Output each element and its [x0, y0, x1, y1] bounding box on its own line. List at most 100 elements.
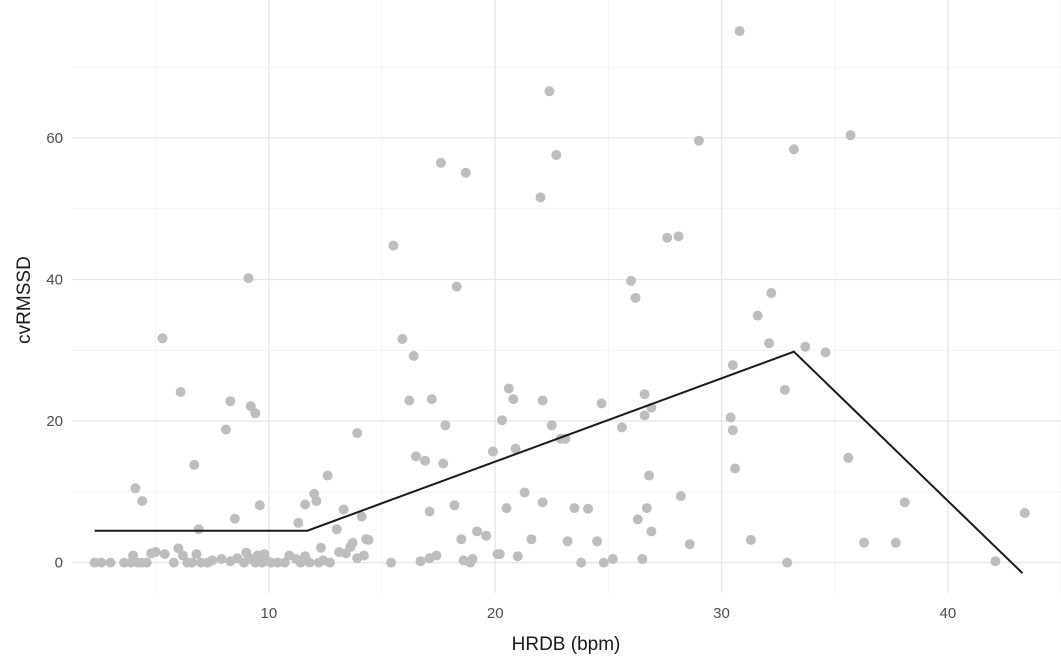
- data-point: [157, 333, 168, 344]
- data-point: [245, 401, 256, 412]
- data-point: [641, 503, 652, 514]
- y-tick-label: 60: [46, 130, 63, 147]
- data-point: [684, 539, 695, 550]
- y-tick-label: 40: [46, 272, 63, 289]
- data-point: [779, 384, 790, 395]
- data-point: [510, 443, 521, 454]
- data-point: [347, 537, 358, 548]
- data-point: [766, 288, 777, 298]
- y-axis-title: cvRMSSD: [14, 256, 35, 344]
- minor-gridlines: [72, 0, 1061, 593]
- data-point: [596, 398, 607, 409]
- data-point: [639, 389, 650, 400]
- data-point: [168, 557, 179, 568]
- data-point: [562, 536, 573, 547]
- data-point: [358, 550, 369, 561]
- data-point: [497, 415, 507, 426]
- data-point: [207, 555, 218, 566]
- data-point: [440, 420, 451, 431]
- data-point: [730, 463, 741, 474]
- data-point: [569, 503, 580, 514]
- data-point: [630, 292, 641, 303]
- data-point: [899, 497, 910, 508]
- data-point: [501, 503, 512, 514]
- data-point: [639, 410, 650, 421]
- data-point: [315, 542, 326, 553]
- data-point: [752, 310, 763, 321]
- data-point: [322, 470, 333, 481]
- data-point: [193, 524, 204, 535]
- data-point: [727, 360, 738, 371]
- data-point: [311, 496, 322, 506]
- data-point: [859, 537, 870, 548]
- data-point: [191, 549, 202, 560]
- data-point: [727, 425, 738, 436]
- data-point: [128, 550, 139, 561]
- data-point: [546, 420, 557, 431]
- data-point: [386, 557, 397, 568]
- data-point: [526, 534, 537, 545]
- data-point: [764, 338, 775, 349]
- x-tick-label: 20: [487, 605, 504, 622]
- data-point: [352, 428, 363, 439]
- data-point: [890, 537, 901, 548]
- data-point: [424, 553, 435, 564]
- y-tick-label: 20: [46, 413, 63, 430]
- data-point: [411, 451, 421, 462]
- data-point: [338, 504, 349, 515]
- data-point: [481, 530, 492, 541]
- data-point: [186, 557, 197, 568]
- x-axis-title: HRDB (bpm): [512, 634, 621, 655]
- data-point: [535, 192, 546, 203]
- data-point: [551, 150, 562, 160]
- data-point: [537, 395, 548, 406]
- data-point: [243, 273, 254, 284]
- data-point: [675, 491, 686, 502]
- data-point: [388, 240, 399, 251]
- data-point: [216, 554, 227, 564]
- data-point: [331, 524, 342, 535]
- data-point: [637, 554, 648, 564]
- data-point: [576, 557, 587, 568]
- data-point: [173, 543, 184, 554]
- data-point: [361, 534, 372, 545]
- data-point: [508, 394, 519, 405]
- data-point: [782, 557, 793, 568]
- data-point: [512, 551, 523, 562]
- data-point: [487, 446, 498, 457]
- data-point: [304, 557, 315, 568]
- data-point: [990, 556, 1001, 567]
- data-point: [189, 459, 200, 470]
- data-point: [254, 500, 265, 511]
- data-point: [492, 549, 503, 560]
- data-point: [472, 526, 483, 537]
- major-gridlines: [72, 0, 1061, 593]
- data-point: [137, 496, 148, 506]
- data-point: [845, 130, 856, 141]
- x-tick-label: 30: [713, 605, 730, 622]
- plot-background: [72, 0, 1061, 593]
- data-point: [435, 157, 446, 168]
- data-point: [220, 424, 231, 435]
- data-point: [426, 394, 437, 405]
- data-point: [300, 499, 311, 510]
- data-point: [616, 422, 627, 433]
- data-point: [693, 135, 704, 146]
- data-point: [820, 347, 831, 358]
- data-point: [598, 557, 609, 568]
- data-point: [175, 387, 186, 397]
- data-point: [537, 497, 548, 508]
- data-point: [734, 26, 745, 37]
- data-point: [544, 86, 555, 97]
- fitted-segmented-line: [94, 350, 1024, 574]
- data-point: [1019, 508, 1030, 518]
- data-point: [673, 231, 684, 242]
- data-point: [130, 483, 141, 494]
- data-point: [159, 549, 170, 560]
- data-point: [458, 555, 469, 566]
- data-point: [583, 503, 593, 514]
- data-point: [449, 500, 460, 511]
- data-point: [607, 554, 618, 564]
- data-point: [662, 232, 673, 243]
